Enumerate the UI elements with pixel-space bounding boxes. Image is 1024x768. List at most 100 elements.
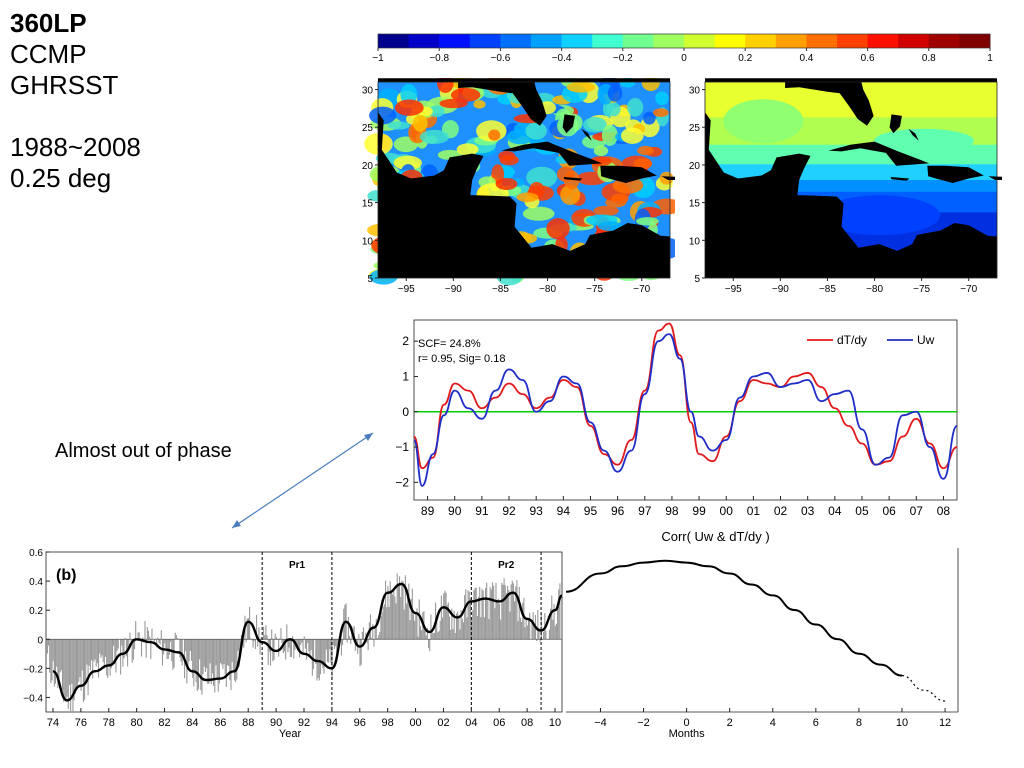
- y-tick-label: 0.2: [29, 606, 43, 617]
- field-cell: [633, 158, 653, 169]
- field-cell: [723, 99, 804, 144]
- x-tick-label: 07: [910, 504, 924, 518]
- y-tick-label: 0.4: [29, 577, 43, 588]
- x-tick-label: 08: [937, 504, 951, 518]
- x-tick-label: 06: [493, 717, 505, 729]
- y-tick-label: 20: [689, 161, 701, 172]
- plot-frame: [413, 319, 958, 501]
- x-tick-label: −80: [539, 284, 556, 295]
- x-tick-label: 02: [774, 504, 788, 518]
- x-axis-label: Months: [669, 728, 706, 740]
- field-cell: [653, 108, 669, 118]
- x-tick-label: 74: [47, 717, 59, 729]
- lag-correlation-dotted: [901, 674, 946, 702]
- colorbar-swatch: [745, 34, 777, 48]
- field-cell: [611, 193, 629, 204]
- field-cell: [456, 143, 479, 156]
- colorbar-swatch: [714, 34, 746, 48]
- x-tick-label: −80: [866, 284, 883, 295]
- x-tick-label: 12: [939, 717, 951, 729]
- x-tick-label: 90: [270, 717, 282, 729]
- field-cell: [560, 184, 581, 205]
- x-tick-label: −2: [637, 717, 650, 729]
- x-tick-label: 94: [326, 717, 338, 729]
- colorbar-swatch: [531, 34, 563, 48]
- land-mass: [988, 176, 1002, 180]
- colorbar-swatch: [837, 34, 869, 48]
- x-tick-label: 4: [770, 717, 776, 729]
- land-mass: [378, 82, 670, 278]
- field-cell: [393, 155, 422, 171]
- x-tick-label: 95: [584, 504, 598, 518]
- y-tick-label: 30: [362, 86, 374, 97]
- field-cell: [450, 88, 481, 102]
- panel-label: (b): [56, 567, 76, 584]
- field-cell: [598, 221, 623, 231]
- field-cell: [394, 99, 424, 116]
- field-cell: [874, 128, 974, 153]
- x-tick-label: 10: [549, 717, 561, 729]
- y-tick-label: −1: [395, 440, 409, 454]
- y-tick-label: 0: [402, 405, 409, 419]
- x-tick-label: 98: [382, 717, 394, 729]
- land-mass: [563, 177, 583, 181]
- land-mass: [889, 114, 902, 134]
- field-cell: [637, 145, 654, 156]
- x-tick-label: 01: [747, 504, 761, 518]
- x-tick-label: 98: [665, 504, 679, 518]
- map-label: dT/dy: [384, 255, 412, 267]
- series-line-1: [413, 333, 958, 487]
- x-tick-label: 08: [521, 717, 533, 729]
- y-tick-label: 15: [362, 199, 374, 210]
- map-frame: [377, 81, 671, 279]
- colorbar-tick-label: −0.6: [491, 53, 511, 64]
- x-tick-label: 88: [242, 717, 254, 729]
- land-mass: [501, 141, 603, 166]
- land-mass: [890, 177, 910, 181]
- colorbar-tick-label: −1: [372, 53, 384, 64]
- time-series-chart: 89 90 91 92 93 94 95 96 97 98 99 00 01 02 03 04 05 06 07 08…: [395, 319, 958, 544]
- colorbar-swatch: [867, 34, 899, 48]
- x-tick-label: −85: [819, 284, 836, 295]
- x-tick-label: −75: [586, 284, 603, 295]
- land-mass: [927, 165, 984, 183]
- x-tick-label: 92: [502, 504, 516, 518]
- field-cell: [583, 116, 607, 133]
- y-tick-label: 0.6: [29, 548, 43, 559]
- x-tick-label: 86: [214, 717, 226, 729]
- x-tick-label: −90: [772, 284, 789, 295]
- y-tick-label: −0.2: [23, 664, 43, 675]
- x-tick-label: −70: [960, 284, 977, 295]
- x-tick-label: 04: [828, 504, 842, 518]
- colorbar-swatch: [684, 34, 716, 48]
- annotation-text: Almost out of phase: [55, 440, 232, 462]
- colorbar-tick-label: 0.8: [922, 53, 936, 64]
- colorbar-tick-label: 0: [681, 53, 687, 64]
- y-tick-label: 0: [37, 635, 43, 646]
- colorbar-swatch: [469, 34, 501, 48]
- land-mass: [378, 78, 670, 126]
- x-tick-label: 91: [475, 504, 489, 518]
- field-cell: [820, 195, 941, 236]
- x-tick-label: −85: [492, 284, 509, 295]
- stat-scf: SCF= 24.8%: [418, 338, 481, 350]
- y-tick-label: 10: [689, 236, 701, 247]
- x-tick-label: 92: [298, 717, 310, 729]
- land-mass: [705, 78, 997, 126]
- x-tick-label: 97: [638, 504, 652, 518]
- x-tick-label: −90: [445, 284, 462, 295]
- colorbar-swatch: [898, 34, 930, 48]
- colorbar-swatch: [592, 34, 624, 48]
- x-tick-label: 00: [409, 717, 421, 729]
- y-tick-label: 2: [402, 334, 409, 348]
- field-cell: [643, 111, 656, 125]
- field-cell: [546, 218, 570, 240]
- land-mass: [705, 82, 997, 278]
- x-tick-label: 10: [896, 717, 908, 729]
- x-tick-label: 0: [684, 717, 690, 729]
- x-tick-label: −95: [398, 284, 415, 295]
- x-tick-label: −95: [725, 284, 742, 295]
- x-tick-label: −4: [594, 717, 607, 729]
- x-tick-label: 02: [437, 717, 449, 729]
